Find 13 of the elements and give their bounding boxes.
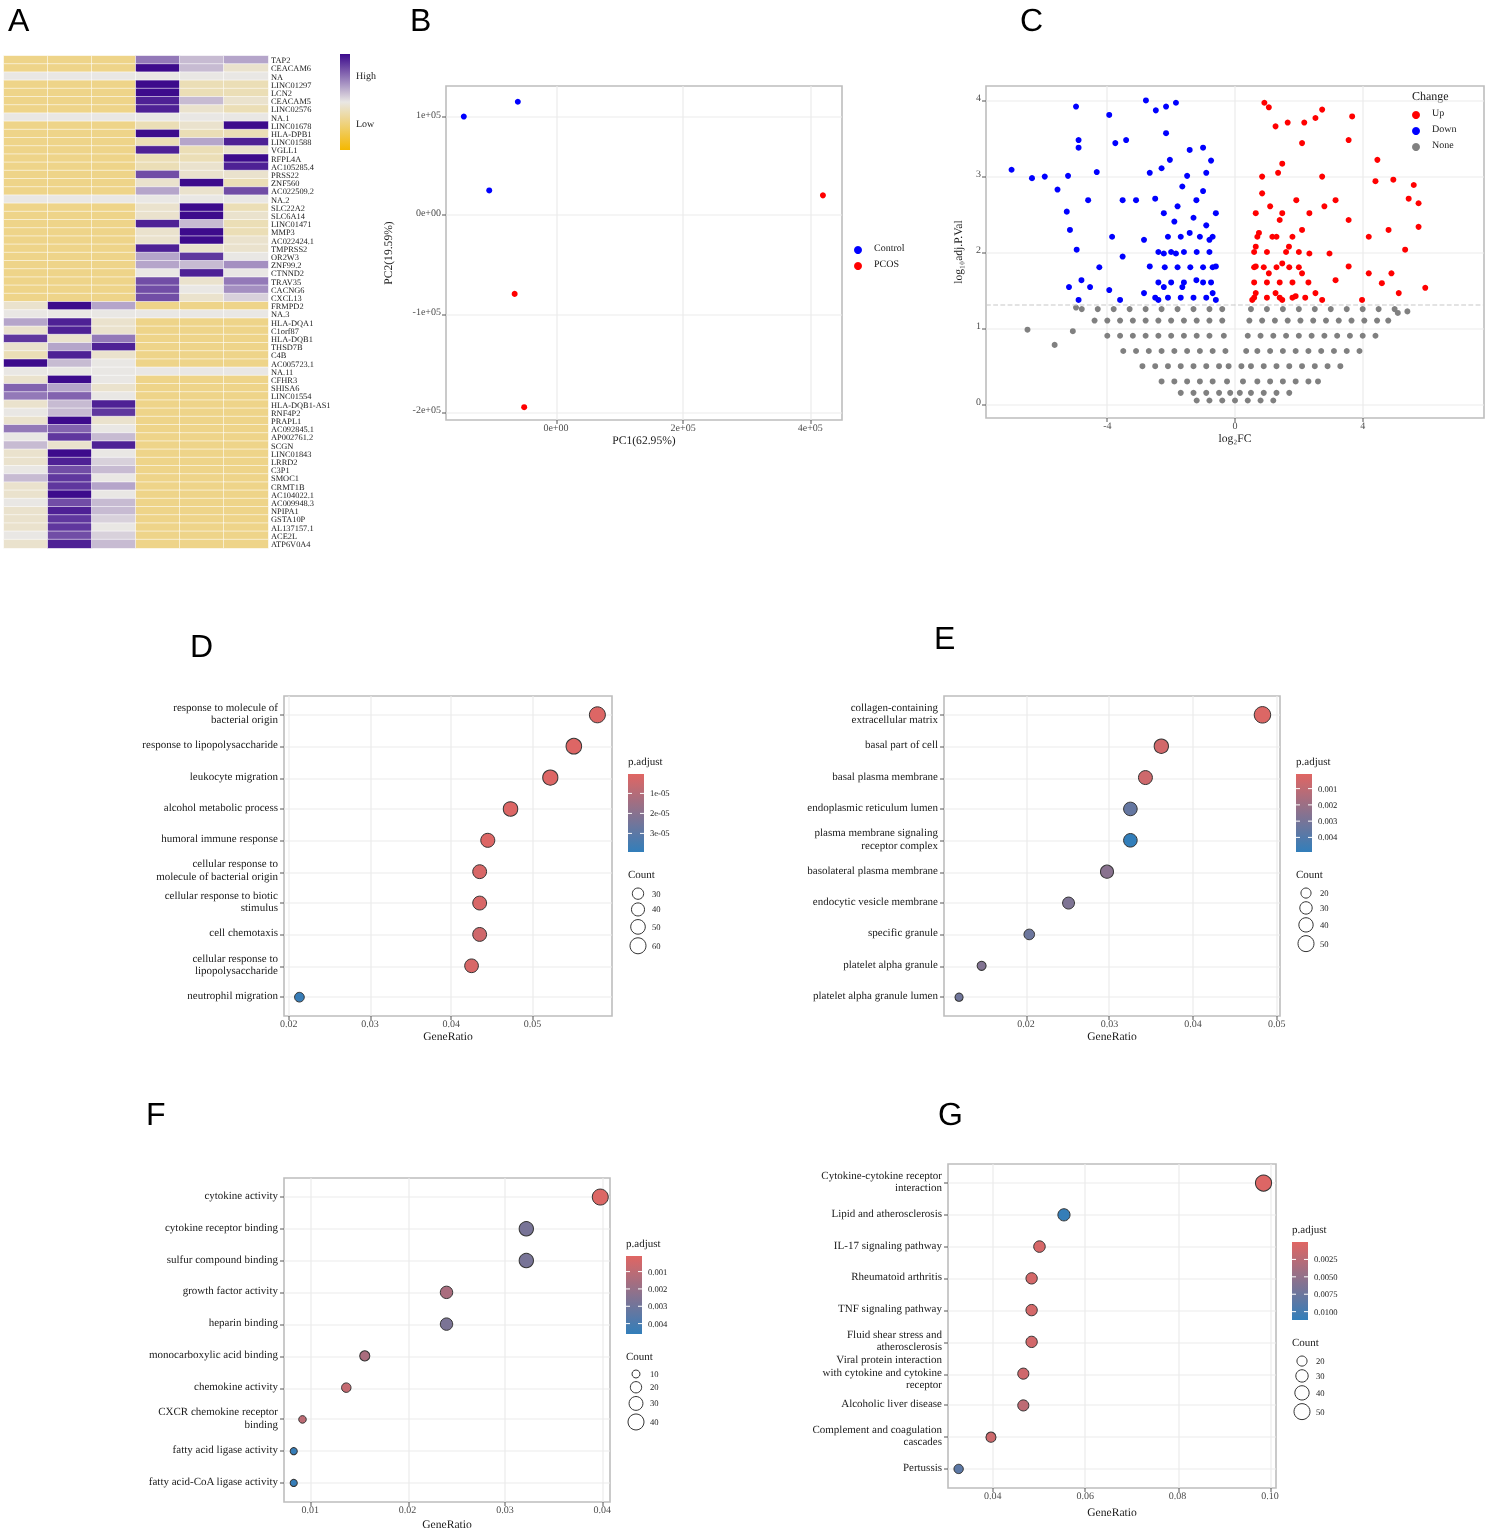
chart-title: F <box>146 1099 166 1133</box>
point <box>819 192 826 199</box>
chart-title: A <box>8 5 30 39</box>
point <box>511 290 518 297</box>
point <box>486 187 493 194</box>
chart-title: D <box>190 631 214 665</box>
point <box>521 404 528 411</box>
chart-title: E <box>934 623 956 657</box>
point <box>460 113 467 120</box>
point <box>514 98 521 105</box>
chart-title: C <box>1020 5 1044 39</box>
chart-title: G <box>938 1099 963 1133</box>
chart-title: B <box>410 5 432 39</box>
